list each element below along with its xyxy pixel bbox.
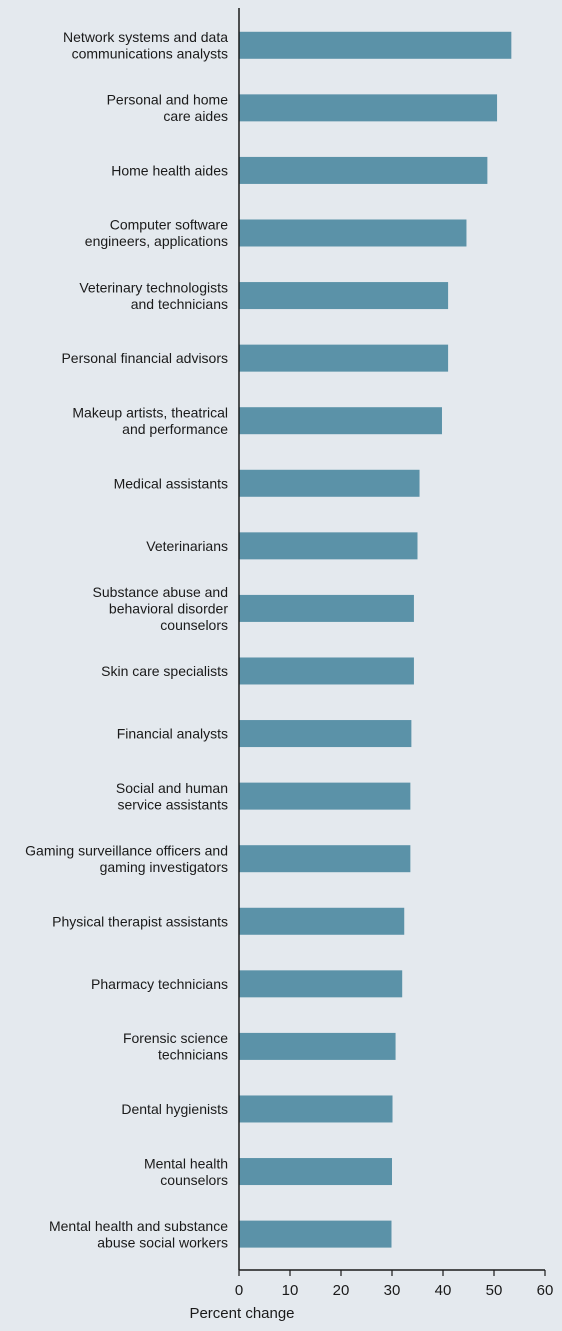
bar xyxy=(239,469,420,497)
category-label-line: Gaming surveillance officers and xyxy=(25,842,228,858)
bar xyxy=(239,407,442,435)
category-label: Network systems and data communications a… xyxy=(63,29,228,62)
category-label-line: Financial analysts xyxy=(117,726,228,742)
category-label-line: Veterinary technologists xyxy=(79,279,228,295)
bar xyxy=(239,1095,393,1123)
category-label-line: Dental hygienists xyxy=(121,1101,228,1117)
bar xyxy=(239,1032,396,1060)
category-label-line: care aides xyxy=(163,108,228,124)
x-axis-title: Percent change xyxy=(189,1305,294,1322)
x-tick-label: 60 xyxy=(537,1282,554,1299)
category-label-line: Medical assistants xyxy=(114,475,228,491)
category-label-line: Substance abuse and xyxy=(93,584,228,600)
category-label-line: Physical therapist assistants xyxy=(52,913,228,929)
x-tick-label: 40 xyxy=(435,1282,452,1299)
category-label-line: Social and human xyxy=(116,780,228,796)
x-tick-label: 10 xyxy=(282,1282,299,1299)
category-label-line: Makeup artists, theatrical xyxy=(72,404,228,420)
category-label: Personal and home care aides xyxy=(107,92,229,125)
bar xyxy=(239,594,414,622)
category-label: Mental health counselors xyxy=(144,1155,228,1188)
category-label-line: behavioral disorder xyxy=(109,600,228,616)
bar xyxy=(239,344,449,372)
category-label: Makeup artists, theatrical and performanc… xyxy=(72,404,228,437)
bar xyxy=(239,970,403,998)
bar xyxy=(239,657,414,685)
category-label: Veterinarians xyxy=(146,538,228,554)
category-label: Physical therapist assistants xyxy=(52,913,228,929)
category-label-line: Network systems and data xyxy=(63,29,228,45)
bar xyxy=(239,1220,392,1248)
category-label-line: Mental health and substance xyxy=(49,1218,228,1234)
category-label-line: abuse social workers xyxy=(97,1234,228,1250)
category-label: Dental hygienists xyxy=(121,1101,228,1117)
category-label: Skin care specialists xyxy=(101,663,228,679)
bar xyxy=(239,31,512,59)
x-tick-label: 30 xyxy=(384,1282,401,1299)
category-label-line: and performance xyxy=(122,421,228,437)
category-label-line: Computer software xyxy=(110,217,228,233)
category-label-line: service assistants xyxy=(118,796,228,812)
category-label: Personal financial advisors xyxy=(61,350,228,366)
category-label-line: Personal financial advisors xyxy=(61,350,228,366)
category-label: Medical assistants xyxy=(114,475,228,491)
category-label-line: technicians xyxy=(158,1047,228,1063)
bar xyxy=(239,219,467,247)
category-label-line: Personal and home xyxy=(107,92,229,108)
category-label-line: counselors xyxy=(160,1172,228,1188)
bars-group xyxy=(239,31,512,1248)
category-label-line: Mental health xyxy=(144,1155,228,1171)
category-label-line: Skin care specialists xyxy=(101,663,228,679)
x-tick-label: 50 xyxy=(486,1282,503,1299)
bar xyxy=(239,156,488,184)
category-label: Home health aides xyxy=(111,162,228,178)
category-label-line: Home health aides xyxy=(111,162,228,178)
bar xyxy=(239,845,411,873)
category-label: Gaming surveillance officers and gaming i… xyxy=(25,842,228,875)
category-label: Mental health and substance abuse social … xyxy=(49,1218,228,1251)
category-label: Forensic science technicians xyxy=(123,1030,228,1063)
x-ticks-group: 0 10 20 30 40 50 60 xyxy=(235,1270,554,1299)
category-label: Social and human service assistants xyxy=(116,780,228,813)
category-label: Pharmacy technicians xyxy=(91,976,228,992)
x-tick-label: 0 xyxy=(235,1282,243,1299)
bar xyxy=(239,720,412,748)
bar xyxy=(239,907,405,935)
category-label-line: Pharmacy technicians xyxy=(91,976,228,992)
category-label-line: gaming investigators xyxy=(100,859,228,875)
category-label-line: Forensic science xyxy=(123,1030,228,1046)
bar xyxy=(239,782,411,810)
category-label-line: communications analysts xyxy=(72,46,228,62)
axes-group xyxy=(238,8,545,1271)
category-label-line: and technicians xyxy=(131,296,228,312)
bar xyxy=(239,94,498,122)
category-label: Veterinary technologists and technicians xyxy=(79,279,228,312)
bar xyxy=(239,1158,392,1186)
category-labels-group: Network systems and data communications a… xyxy=(25,29,228,1250)
category-label: Financial analysts xyxy=(117,726,228,742)
category-label-line: counselors xyxy=(160,617,228,633)
category-label: Substance abuse and behavioral disorder co… xyxy=(93,584,229,633)
category-label: Computer software engineers, applications xyxy=(85,217,228,250)
bar xyxy=(239,282,449,310)
category-label-line: engineers, applications xyxy=(85,233,228,249)
x-tick-label: 20 xyxy=(333,1282,350,1299)
bar xyxy=(239,532,418,560)
category-label-line: Veterinarians xyxy=(146,538,228,554)
